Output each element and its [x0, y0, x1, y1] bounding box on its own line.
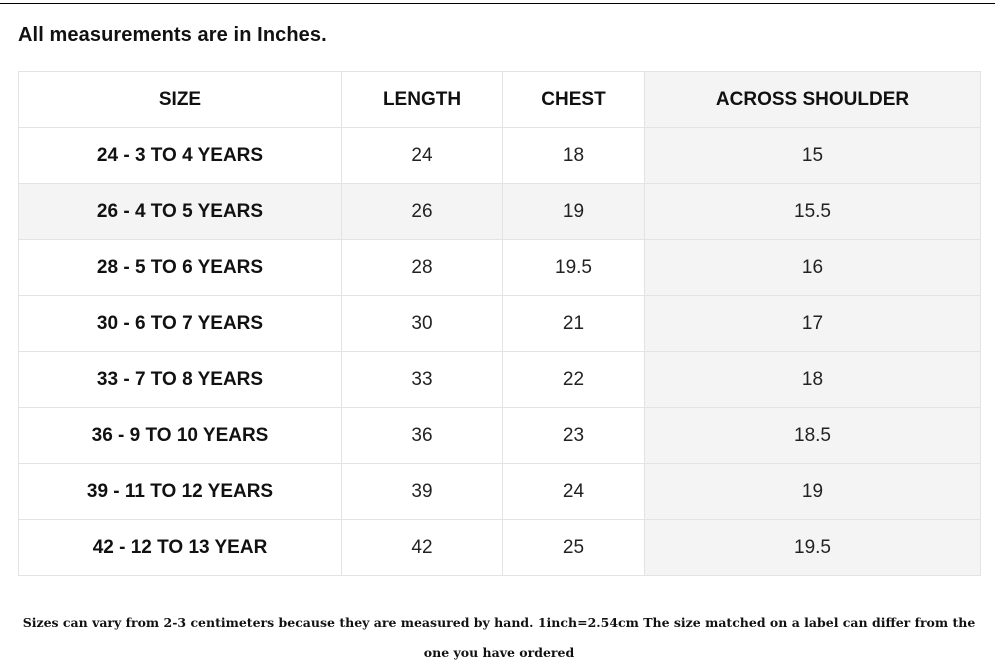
- length-cell: 36: [341, 407, 503, 464]
- top-divider: [0, 3, 995, 4]
- chest-cell: 18: [502, 127, 645, 184]
- length-cell: 33: [341, 351, 503, 408]
- shoulder-cell: 18.5: [644, 407, 981, 464]
- table-row: 39 - 11 TO 12 YEARS 39 24 19: [18, 463, 981, 520]
- table-row: 36 - 9 TO 10 YEARS 36 23 18.5: [18, 407, 981, 464]
- table-row: 24 - 3 TO 4 YEARS 24 18 15: [18, 127, 981, 184]
- column-header-chest: CHEST: [502, 71, 645, 128]
- size-cell: 39 - 11 TO 12 YEARS: [18, 463, 342, 520]
- size-cell: 30 - 6 TO 7 YEARS: [18, 295, 342, 352]
- chest-cell: 22: [502, 351, 645, 408]
- chest-cell: 21: [502, 295, 645, 352]
- length-cell: 24: [341, 127, 503, 184]
- chest-cell: 25: [502, 519, 645, 576]
- chest-cell: 24: [502, 463, 645, 520]
- length-cell: 39: [341, 463, 503, 520]
- shoulder-cell: 19: [644, 463, 981, 520]
- shoulder-cell: 15.5: [644, 183, 981, 240]
- measurement-unit-heading: All measurements are in Inches.: [18, 24, 327, 46]
- chest-cell: 19.5: [502, 239, 645, 296]
- length-cell: 42: [341, 519, 503, 576]
- header-row: SIZE LENGTH CHEST ACROSS SHOULDER: [18, 71, 981, 128]
- table-row: 42 - 12 TO 13 YEAR 42 25 19.5: [18, 519, 981, 576]
- size-cell: 36 - 9 TO 10 YEARS: [18, 407, 342, 464]
- length-cell: 30: [341, 295, 503, 352]
- chest-cell: 23: [502, 407, 645, 464]
- shoulder-cell: 15: [644, 127, 981, 184]
- table-row: 33 - 7 TO 8 YEARS 33 22 18: [18, 351, 981, 408]
- shoulder-cell: 18: [644, 351, 981, 408]
- measurement-disclaimer: Sizes can vary from 2-3 centimeters beca…: [22, 615, 976, 660]
- size-cell: 24 - 3 TO 4 YEARS: [18, 127, 342, 184]
- size-cell: 33 - 7 TO 8 YEARS: [18, 351, 342, 408]
- shoulder-cell: 19.5: [644, 519, 981, 576]
- table-row: 30 - 6 TO 7 YEARS 30 21 17: [18, 295, 981, 352]
- size-cell: 26 - 4 TO 5 YEARS: [18, 183, 342, 240]
- shoulder-cell: 16: [644, 239, 981, 296]
- length-cell: 28: [341, 239, 503, 296]
- column-header-length: LENGTH: [341, 71, 503, 128]
- length-cell: 26: [341, 183, 503, 240]
- shoulder-cell: 17: [644, 295, 981, 352]
- table-row: 26 - 4 TO 5 YEARS 26 19 15.5: [18, 183, 981, 240]
- table-row: 28 - 5 TO 6 YEARS 28 19.5 16: [18, 239, 981, 296]
- size-cell: 42 - 12 TO 13 YEAR: [18, 519, 342, 576]
- column-header-size: SIZE: [18, 71, 342, 128]
- column-header-across-shoulder: ACROSS SHOULDER: [644, 71, 981, 128]
- chest-cell: 19: [502, 183, 645, 240]
- size-cell: 28 - 5 TO 6 YEARS: [18, 239, 342, 296]
- size-chart-table: SIZE LENGTH CHEST ACROSS SHOULDER 24 - 3…: [18, 71, 981, 576]
